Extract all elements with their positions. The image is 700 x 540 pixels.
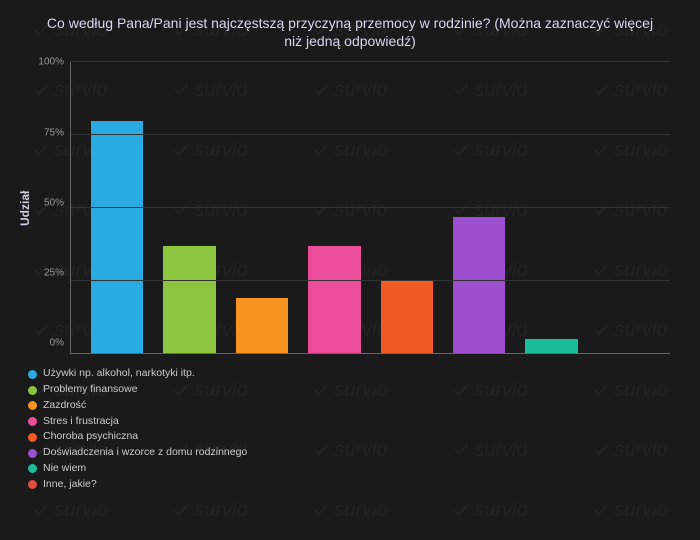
legend-swatch — [28, 433, 37, 442]
legend-label: Choroba psychiczna — [43, 429, 138, 445]
y-tick: 25% — [44, 268, 64, 279]
legend-swatch — [28, 480, 37, 489]
legend-label: Zazdrość — [43, 398, 86, 414]
bar — [91, 121, 143, 354]
legend-label: Problemy finansowe — [43, 382, 138, 398]
y-tick: 50% — [44, 197, 64, 208]
bar — [381, 281, 433, 354]
legend-item: Zazdrość — [28, 398, 690, 414]
bar — [453, 217, 505, 354]
legend-item: Stres i frustracja — [28, 414, 690, 430]
legend-label: Inne, jakie? — [43, 477, 97, 493]
legend-swatch — [28, 370, 37, 379]
legend-item: Problemy finansowe — [28, 382, 690, 398]
chart-container: Co według Pana/Pani jest najczęstszą prz… — [0, 0, 700, 511]
y-tick: 0% — [50, 338, 64, 349]
y-tick: 75% — [44, 127, 64, 138]
legend-label: Stres i frustracja — [43, 414, 119, 430]
legend-item: Inne, jakie? — [28, 477, 690, 493]
legend-swatch — [28, 386, 37, 395]
y-tick: 100% — [38, 57, 64, 68]
legend-label: Używki np. alkohol, narkotyki itp. — [43, 366, 195, 382]
legend-label: Doświadczenia i wzorce z domu rodzinnego — [43, 445, 247, 461]
legend-label: Nie wiem — [43, 461, 86, 477]
legend-item: Używki np. alkohol, narkotyki itp. — [28, 366, 690, 382]
legend-item: Doświadczenia i wzorce z domu rodzinnego — [28, 445, 690, 461]
legend-swatch — [28, 417, 37, 426]
y-axis: 100%75%50%25%0% — [34, 62, 70, 354]
bar — [163, 246, 215, 354]
plot-wrapper: Udział 100%75%50%25%0% — [16, 62, 690, 354]
legend-swatch — [28, 401, 37, 410]
plot-area — [70, 62, 670, 354]
legend-item: Nie wiem — [28, 461, 690, 477]
y-axis-label: Udział — [16, 62, 34, 354]
legend-swatch — [28, 464, 37, 473]
legend-item: Choroba psychiczna — [28, 429, 690, 445]
bar — [236, 298, 288, 353]
bar — [308, 246, 360, 354]
chart-title: Co według Pana/Pani jest najczęstszą prz… — [10, 14, 690, 50]
bars-group — [71, 62, 670, 353]
bar — [525, 339, 577, 354]
legend-swatch — [28, 449, 37, 458]
legend: Używki np. alkohol, narkotyki itp.Proble… — [28, 366, 690, 492]
